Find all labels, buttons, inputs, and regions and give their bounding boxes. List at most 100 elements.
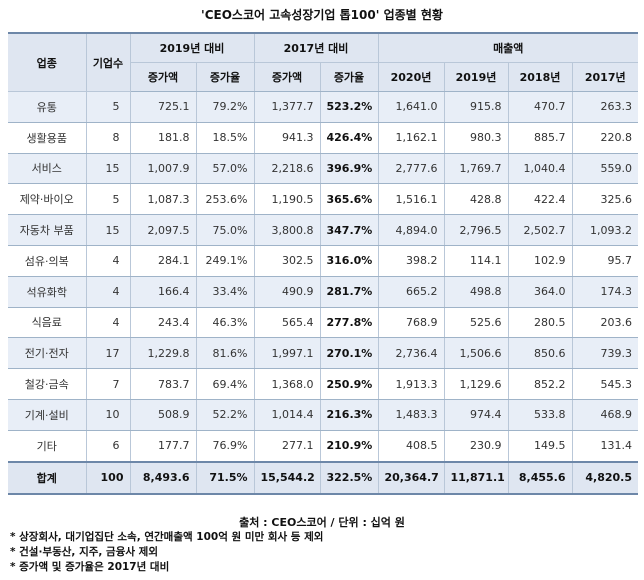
table-row: 식음료 4 243.4 46.3% 565.4 277.8% 768.9 525.6 280.5… xyxy=(8,307,638,339)
sales-2019-cell: 428.8 xyxy=(443,183,508,216)
table-row: 유통 5 725.1 79.2% 1,377.7 523.2% 1,641.0 915.8 47… xyxy=(8,91,638,123)
sales-2018-cell: 1,040.4 xyxy=(507,153,572,185)
sales-2017-cell: 468.9 xyxy=(571,399,638,431)
total-inc-rate-2019: 71.5% xyxy=(195,460,254,495)
count-cell: 4 xyxy=(85,245,130,277)
header-2017: 2017년 xyxy=(571,62,638,92)
total-sales-2020: 20,364.7 xyxy=(377,460,444,495)
sales-2017-cell: 263.3 xyxy=(571,91,638,123)
count-cell: 10 xyxy=(85,399,130,431)
sales-2019-cell: 114.1 xyxy=(443,245,508,277)
inc-rate-2019-cell: 253.6% xyxy=(195,183,254,216)
sales-2020-cell: 1,162.1 xyxy=(377,122,444,154)
inc-rate-2017-cell: 523.2% xyxy=(319,91,378,123)
inc-amt-2019-cell: 783.7 xyxy=(129,368,196,400)
table-row: 생활용품 8 181.8 18.5% 941.3 426.4% 1,162.1 980.3 88… xyxy=(8,122,638,154)
inc-amt-2017-cell: 1,997.1 xyxy=(253,337,320,370)
inc-amt-2017-cell: 1,368.0 xyxy=(253,368,320,400)
inc-rate-2019-cell: 81.6% xyxy=(195,337,254,370)
table-row: 기타 6 177.7 76.9% 277.1 210.9% 408.5 230.9 149.5 1… xyxy=(8,430,638,463)
inc-rate-2019-cell: 249.1% xyxy=(195,245,254,277)
count-cell: 6 xyxy=(85,430,130,463)
inc-amt-2017-cell: 302.5 xyxy=(253,245,320,277)
total-sales-2019: 11,871.1 xyxy=(443,460,508,495)
table-row: 섬유·의복 4 284.1 249.1% 302.5 316.0% 398.2 114.1 10… xyxy=(8,245,638,277)
sales-2020-cell: 2,736.4 xyxy=(377,337,444,370)
industry-cell: 서비스 xyxy=(8,153,86,185)
inc-amt-2017-cell: 490.9 xyxy=(253,276,320,308)
inc-amt-2019-cell: 1,007.9 xyxy=(129,153,196,185)
table-body: 유통 5 725.1 79.2% 1,377.7 523.2% 1,641.0 915.8 47… xyxy=(8,91,638,463)
sales-2018-cell: 280.5 xyxy=(507,307,572,339)
table-row: 석유화학 4 166.4 33.4% 490.9 281.7% 665.2 498.8 364.… xyxy=(8,276,638,308)
inc-rate-2019-cell: 18.5% xyxy=(195,122,254,154)
total-inc-rate-2017: 322.5% xyxy=(319,460,378,495)
count-cell: 4 xyxy=(85,307,130,339)
inc-rate-2017-cell: 347.7% xyxy=(319,214,378,246)
count-cell: 4 xyxy=(85,276,130,308)
sales-2018-cell: 850.6 xyxy=(507,337,572,370)
sales-2020-cell: 408.5 xyxy=(377,430,444,463)
inc-amt-2019-cell: 284.1 xyxy=(129,245,196,277)
inc-amt-2019-cell: 166.4 xyxy=(129,276,196,308)
sales-2017-cell: 325.6 xyxy=(571,183,638,216)
industry-table: 업종 기업수 2019년 대비 2017년 대비 매출액 증가액 증가율 증가액… xyxy=(8,32,638,495)
sales-2018-cell: 470.7 xyxy=(507,91,572,123)
total-inc-amt-2019: 8,493.6 xyxy=(129,460,196,495)
inc-rate-2017-cell: 216.3% xyxy=(319,399,378,431)
total-count: 100 xyxy=(85,460,130,495)
header-2019: 2019년 xyxy=(443,62,508,92)
sales-2019-cell: 1,769.7 xyxy=(443,153,508,185)
inc-amt-2017-cell: 941.3 xyxy=(253,122,320,154)
total-inc-amt-2017: 15,544.2 xyxy=(253,460,320,495)
inc-rate-2019-cell: 76.9% xyxy=(195,430,254,463)
inc-amt-2017-cell: 565.4 xyxy=(253,307,320,339)
inc-rate-2019-cell: 79.2% xyxy=(195,91,254,123)
sales-2018-cell: 533.8 xyxy=(507,399,572,431)
sales-2018-cell: 885.7 xyxy=(507,122,572,154)
sales-2020-cell: 1,913.3 xyxy=(377,368,444,400)
sales-2019-cell: 974.4 xyxy=(443,399,508,431)
header-inc-amt-2017: 증가액 xyxy=(253,62,320,92)
inc-amt-2019-cell: 508.9 xyxy=(129,399,196,431)
footnote: * 증가액 및 증가율은 2017년 대비 xyxy=(10,561,170,573)
count-cell: 15 xyxy=(85,214,130,246)
sales-2019-cell: 1,129.6 xyxy=(443,368,508,400)
inc-amt-2017-cell: 1,377.7 xyxy=(253,91,320,123)
industry-cell: 철강·금속 xyxy=(8,368,86,400)
sales-2019-cell: 525.6 xyxy=(443,307,508,339)
total-sales-2017: 4,820.5 xyxy=(571,460,638,495)
header-vs2017: 2017년 대비 xyxy=(253,33,378,63)
sales-2017-cell: 203.6 xyxy=(571,307,638,339)
count-cell: 5 xyxy=(85,91,130,123)
header-inc-rate-2017: 증가율 xyxy=(319,62,378,92)
sales-2019-cell: 915.8 xyxy=(443,91,508,123)
industry-cell: 유통 xyxy=(8,91,86,123)
sales-2018-cell: 149.5 xyxy=(507,430,572,463)
total-label: 합계 xyxy=(8,460,86,495)
source-note: 출처 : CEO스코어 / 단위 : 십억 원 xyxy=(239,516,405,529)
sales-2020-cell: 2,777.6 xyxy=(377,153,444,185)
table-row: 철강·금속 7 783.7 69.4% 1,368.0 250.9% 1,913.3 1,12… xyxy=(8,368,638,400)
inc-amt-2017-cell: 277.1 xyxy=(253,430,320,463)
count-cell: 17 xyxy=(85,337,130,370)
sales-2018-cell: 422.4 xyxy=(507,183,572,216)
sales-2020-cell: 1,641.0 xyxy=(377,91,444,123)
table-title: 'CEO스코어 고속성장기업 톱100' 업종별 현황 xyxy=(201,8,443,22)
count-cell: 8 xyxy=(85,122,130,154)
count-cell: 7 xyxy=(85,368,130,400)
header-inc-amt-2019: 증가액 xyxy=(129,62,196,92)
inc-amt-2017-cell: 1,014.4 xyxy=(253,399,320,431)
inc-rate-2017-cell: 277.8% xyxy=(319,307,378,339)
header-industry: 업종 xyxy=(8,33,86,92)
header-sales: 매출액 xyxy=(377,33,638,63)
inc-amt-2019-cell: 2,097.5 xyxy=(129,214,196,246)
sales-2019-cell: 2,796.5 xyxy=(443,214,508,246)
sales-2020-cell: 398.2 xyxy=(377,245,444,277)
inc-rate-2017-cell: 210.9% xyxy=(319,430,378,463)
inc-amt-2019-cell: 1,229.8 xyxy=(129,337,196,370)
inc-amt-2019-cell: 243.4 xyxy=(129,307,196,339)
inc-rate-2017-cell: 270.1% xyxy=(319,337,378,370)
sales-2019-cell: 230.9 xyxy=(443,430,508,463)
